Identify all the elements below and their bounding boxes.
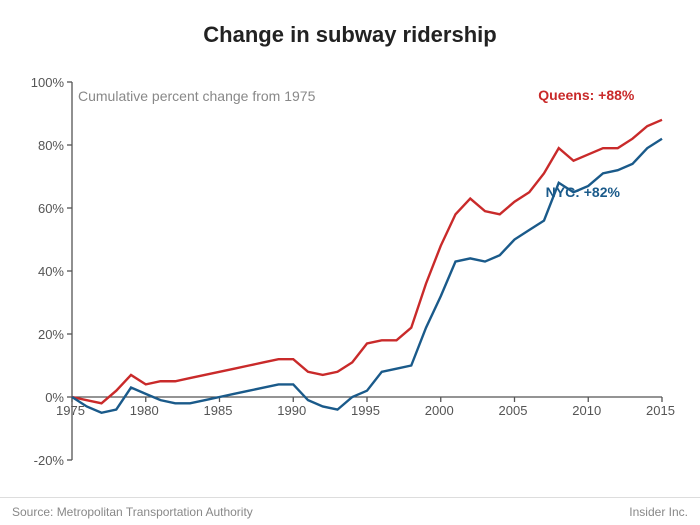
series-line-nyc: [72, 139, 662, 413]
chart-title: Change in subway ridership: [0, 0, 700, 56]
y-tick-label: 80%: [38, 138, 64, 153]
y-tick-label: 100%: [31, 75, 64, 90]
x-tick-label: 1985: [204, 403, 233, 418]
x-tick-label: 1990: [277, 403, 306, 418]
series-label-queens: Queens: +88%: [538, 87, 634, 103]
x-tick-label: 2000: [425, 403, 454, 418]
x-tick-label: 2005: [499, 403, 528, 418]
x-tick-label: 1980: [130, 403, 159, 418]
y-tick-label: 20%: [38, 327, 64, 342]
x-tick-label: 1995: [351, 403, 380, 418]
brand-text: Insider Inc.: [629, 505, 688, 519]
y-tick-label: -20%: [34, 453, 64, 468]
y-tick-label: 60%: [38, 201, 64, 216]
series-label-nyc: NYC: +82%: [546, 184, 620, 200]
chart-container: Change in subway ridership Cumulative pe…: [0, 0, 700, 525]
series-line-queens: [72, 120, 662, 404]
x-tick-label: 2015: [646, 403, 675, 418]
y-tick-label: 40%: [38, 264, 64, 279]
source-text: Source: Metropolitan Transportation Auth…: [12, 505, 253, 519]
x-tick-label: 1975: [56, 403, 85, 418]
chart-footer: Source: Metropolitan Transportation Auth…: [0, 497, 700, 525]
x-tick-label: 2010: [572, 403, 601, 418]
